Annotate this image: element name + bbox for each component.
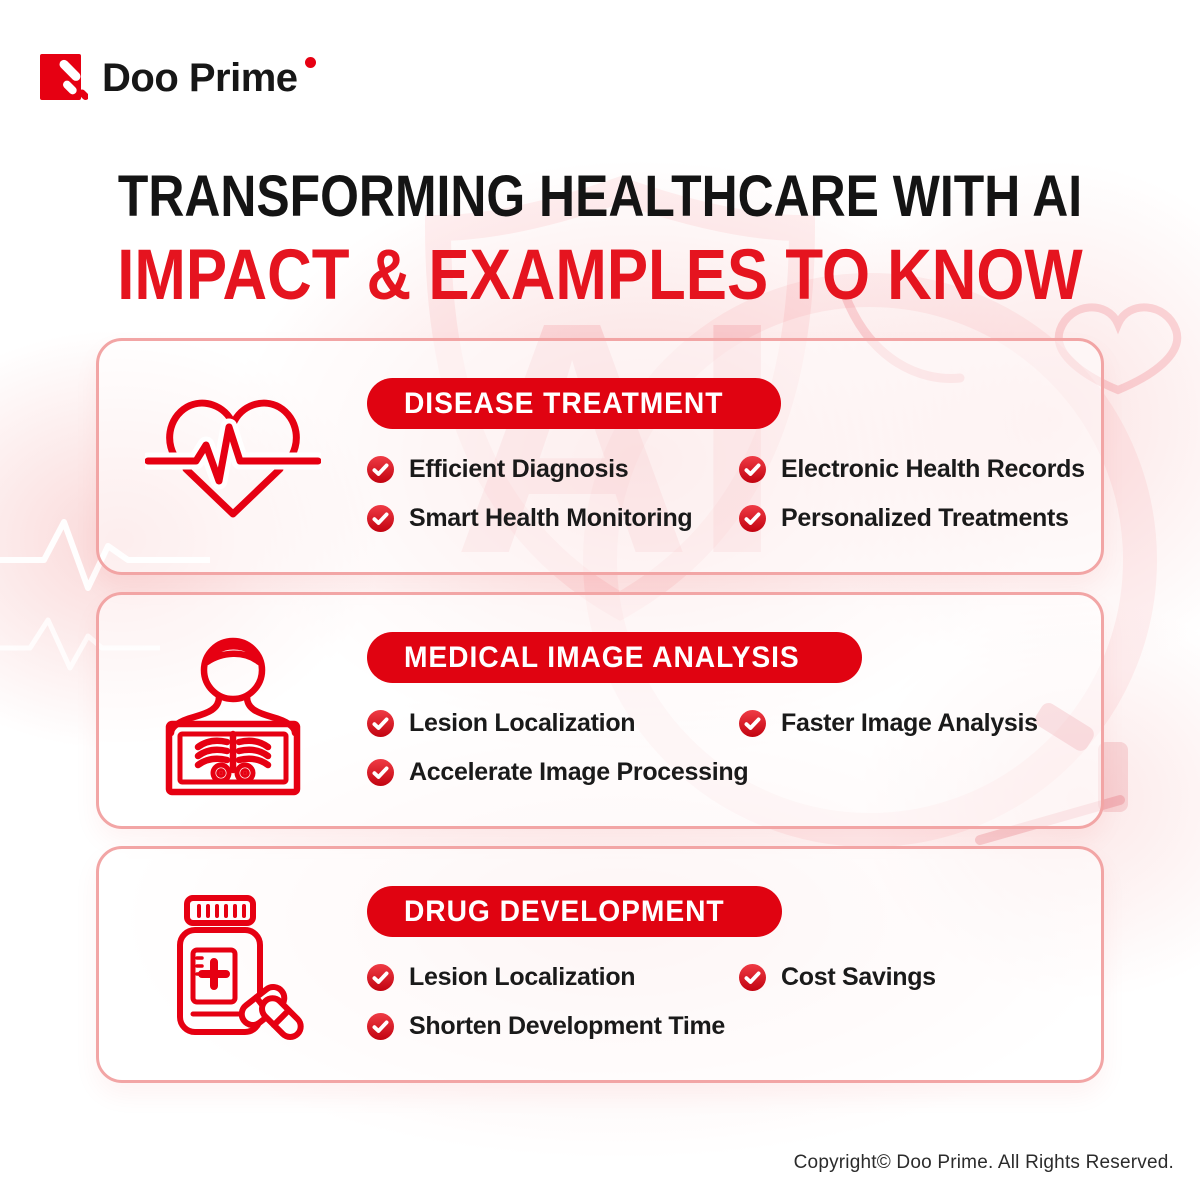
section-header-pill: MEDICAL IMAGE ANALYSIS [367,632,862,683]
list-item: Accelerate Image Processing [367,758,749,786]
section-content: MEDICAL IMAGE ANALYSIS Lesion Localizati… [367,595,1101,826]
list-item: Lesion Localization [367,963,739,991]
list-item: Shorten Development Time [367,1012,739,1040]
list-item-label: Accelerate Image Processing [409,757,749,786]
section-items: Lesion Localization Accelerate Image Pro… [367,709,1061,786]
check-icon [367,455,394,483]
section-card-disease-treatment: DISEASE TREATMENT Efficient Diagnosis Sm… [96,338,1104,575]
section-icon-box [99,849,367,1080]
section-items: Lesion Localization Shorten Development … [367,963,1061,1040]
list-item: Cost Savings [739,963,1061,991]
title-line-2: IMPACT & EXAMPLES TO KNOW [117,236,1083,315]
check-icon [367,1012,394,1040]
list-item-label: Cost Savings [781,962,936,991]
section-header-pill: DISEASE TREATMENT [367,378,781,429]
list-item-label: Shorten Development Time [409,1011,726,1040]
section-content: DISEASE TREATMENT Efficient Diagnosis Sm… [367,341,1125,572]
heart-pulse-icon [145,399,321,517]
list-item-label: Electronic Health Records [781,454,1085,483]
doo-prime-logo-mark-icon [40,54,88,100]
list-item: Smart Health Monitoring [367,504,739,532]
section-header-label: MEDICAL IMAGE ANALYSIS [404,640,800,674]
list-item-label: Lesion Localization [409,962,636,991]
check-icon [367,758,394,786]
section-card-drug-development: DRUG DEVELOPMENT Lesion Localization Sho… [96,846,1104,1083]
section-header-label: DRUG DEVELOPMENT [404,894,725,928]
brand-text: Doo Prime [102,55,316,100]
check-icon [367,504,394,532]
title-line-1: TRANSFORMING HEALTHCARE WITH AI [117,164,1083,229]
check-icon [739,455,766,483]
section-cards: DISEASE TREATMENT Efficient Diagnosis Sm… [96,338,1104,1083]
copyright-text: Copyright© Doo Prime. All Rights Reserve… [793,1152,1174,1173]
check-icon [739,709,766,737]
section-card-medical-image-analysis: MEDICAL IMAGE ANALYSIS Lesion Localizati… [96,592,1104,829]
list-item: Personalized Treatments [739,504,1085,532]
section-content: DRUG DEVELOPMENT Lesion Localization Sho… [367,849,1101,1080]
list-item: Efficient Diagnosis [367,455,739,483]
section-icon-box [99,595,367,826]
list-item-label: Efficient Diagnosis [409,454,629,483]
section-items: Efficient Diagnosis Smart Health Monitor… [367,455,1085,532]
list-item-label: Smart Health Monitoring [409,503,693,532]
xray-patient-icon [165,637,301,795]
medicine-bottle-icon [177,894,304,1040]
section-header-label: DISEASE TREATMENT [404,386,724,420]
list-item: Lesion Localization [367,709,739,737]
check-icon [739,963,766,991]
doo-prime-logo: Doo Prime [40,52,316,104]
check-icon [367,963,394,991]
list-item-label: Personalized Treatments [781,503,1069,532]
page-title: TRANSFORMING HEALTHCARE WITH AI IMPACT &… [0,164,1200,315]
section-icon-box [99,341,367,572]
list-item-label: Faster Image Analysis [781,708,1038,737]
list-item: Electronic Health Records [739,455,1085,483]
check-icon [367,709,394,737]
section-header-pill: DRUG DEVELOPMENT [367,886,783,937]
check-icon [739,504,766,532]
list-item-label: Lesion Localization [409,708,636,737]
list-item: Faster Image Analysis [739,709,1061,737]
